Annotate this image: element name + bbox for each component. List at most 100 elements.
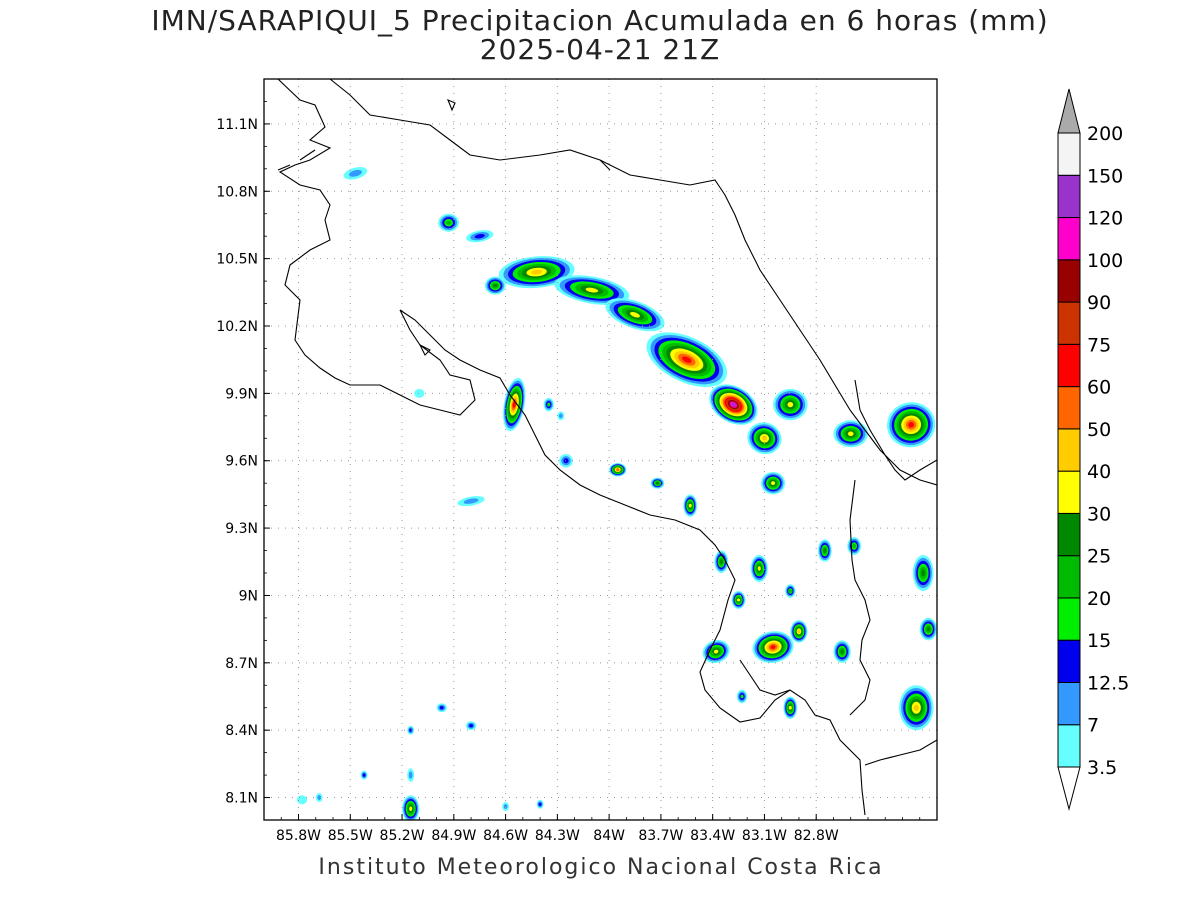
precip-cell [683, 494, 698, 517]
colorbar-label: 120 [1087, 208, 1123, 230]
precip-cell [502, 802, 510, 812]
gulf-of-nicoya-coast [399, 309, 866, 816]
precip-cell [912, 555, 934, 591]
precip-contour [797, 629, 801, 634]
precip-contour [761, 435, 767, 441]
lat-tick-label: 8.7N [225, 656, 258, 672]
precip-contour [474, 233, 485, 239]
colorbar: 3.5 7 12.5 15 20 25 30 40 50 60 75 90 100 120 150 200 [1057, 88, 1129, 811]
precip-cell [557, 411, 565, 421]
precip-cell [750, 555, 768, 582]
precip-contour [317, 795, 322, 800]
nicaragua-border [277, 149, 611, 171]
lat-tick-label: 8.4N [225, 723, 258, 739]
precip-contour [616, 468, 620, 472]
precip-contour [737, 598, 741, 602]
precip-contour [409, 728, 413, 732]
precip-contour [414, 388, 425, 398]
lon-tick-label: 85.8W [276, 828, 321, 844]
precip-contour [296, 795, 308, 805]
precip-cell [605, 298, 665, 332]
precip-cell [536, 799, 544, 809]
precip-contour [770, 645, 776, 649]
precip-cell [760, 471, 786, 495]
precip-contour [908, 422, 914, 428]
axis-ticks: 11.1N 10.8N 10.5N 10.2N 9.9N 9.6N 9.3N 9N 8.7N 8.… [216, 78, 938, 844]
precip-contour [787, 401, 794, 408]
colorbar-label: 3.5 [1087, 757, 1117, 779]
precip-contour [731, 402, 736, 407]
precip-cell [817, 539, 832, 562]
precip-cell [847, 537, 862, 556]
colorbar-label: 20 [1087, 588, 1111, 610]
colorbar-label: 150 [1087, 165, 1123, 187]
precip-contour [493, 283, 498, 288]
lat-tick-label: 10.8N [216, 184, 258, 200]
lat-tick-label: 8.1N [225, 791, 258, 807]
lon-tick-label: 84W [593, 828, 625, 844]
precip-cell [887, 402, 936, 448]
precip-cell [296, 795, 308, 805]
colorbar-label: 60 [1087, 377, 1111, 399]
precip-cell [609, 462, 627, 477]
precip-contour [547, 402, 551, 407]
precip-contour [682, 356, 692, 363]
precip-cell [407, 768, 415, 782]
plot-frame [263, 78, 938, 821]
colorbar-label: 90 [1087, 292, 1111, 314]
precip-contour [921, 569, 926, 577]
precip-contour [439, 706, 444, 710]
precip-contour [558, 413, 563, 419]
lon-tick-label: 83.7W [638, 828, 683, 844]
precip-contour [757, 566, 761, 571]
lat-tick-label: 9.6N [225, 454, 258, 470]
colorbar-label: 30 [1087, 503, 1111, 525]
precip-contour [655, 481, 659, 485]
grid-lines [264, 79, 937, 820]
precip-contour [847, 431, 854, 437]
colorbar-label: 25 [1087, 546, 1111, 568]
island-mark-2 [418, 343, 431, 356]
precip-contour [469, 724, 474, 728]
map-subtitle: 2025-04-21 21Z [479, 33, 721, 66]
colorbar-swatch [1057, 301, 1081, 345]
colorbar-swatch [1057, 428, 1081, 472]
precip-contour [913, 704, 919, 712]
colorbar-label: 50 [1087, 419, 1111, 441]
caribbean-coast [329, 79, 937, 486]
colorbar-swatch [1057, 343, 1081, 388]
precip-cell [899, 685, 934, 731]
lat-tick-label: 11.1N [216, 117, 258, 133]
colorbar-swatch [1057, 386, 1081, 430]
precip-cell [414, 388, 425, 398]
precip-cell [543, 397, 554, 412]
colorbar-swatch [1057, 217, 1081, 261]
colorbar-swatch [1057, 681, 1081, 726]
precipitation-layer [296, 167, 937, 820]
precip-contour [740, 694, 744, 699]
precip-contour [852, 543, 856, 549]
lat-tick-label: 9.9N [225, 386, 258, 402]
lat-tick-label: 10.5N [216, 252, 258, 268]
precip-contour [719, 559, 723, 564]
lon-tick-label: 85.2W [380, 828, 425, 844]
precip-contour [788, 705, 792, 710]
precip-cell [650, 477, 665, 489]
colorbar-swatch [1057, 724, 1081, 768]
precip-cell [783, 696, 798, 719]
lat-tick-label: 9N [239, 588, 258, 604]
precip-cell [709, 384, 758, 425]
precip-cell [315, 793, 323, 803]
panama-border [849, 379, 937, 716]
precip-cell [436, 703, 447, 713]
colorbar-label: 15 [1087, 630, 1111, 652]
lat-tick-label: 10.2N [216, 319, 258, 335]
colorbar-label: 12.5 [1087, 672, 1129, 694]
colorbar-swatch [1057, 639, 1081, 683]
lon-tick-label: 84.3W [535, 828, 580, 844]
precip-contour [688, 503, 692, 508]
colorbar-min-arrow [1057, 766, 1081, 811]
precip-cell [554, 275, 630, 305]
precip-cell [833, 640, 851, 663]
